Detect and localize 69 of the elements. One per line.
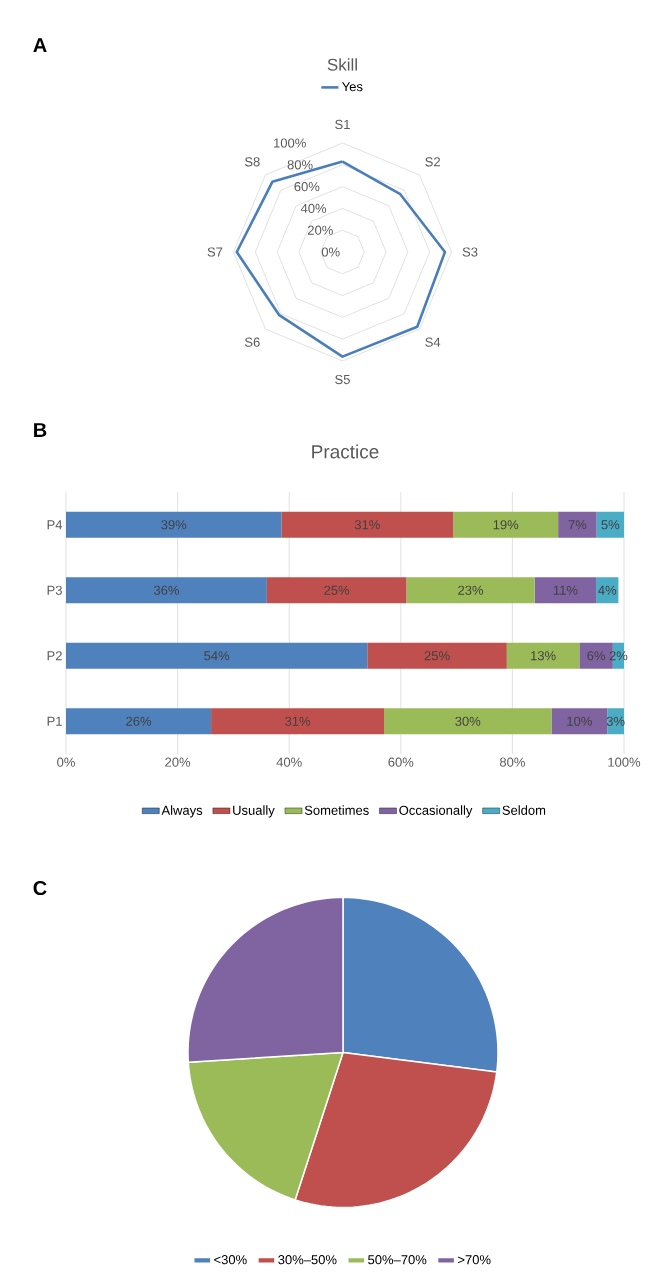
bar <box>506 642 580 669</box>
bar <box>66 708 212 735</box>
data-label: 6% <box>587 651 606 661</box>
data-label: 13% <box>531 651 556 661</box>
data-label: 25% <box>424 651 450 661</box>
data-label: 7% <box>568 520 587 530</box>
legend-label: 50%–70% <box>368 1255 427 1265</box>
legend-label: Seldom <box>502 805 546 815</box>
data-label: 36% <box>153 585 179 595</box>
x-tick-label: 80% <box>499 757 525 767</box>
bar <box>551 708 608 735</box>
data-label: 4% <box>598 585 617 595</box>
y-tick-label: 40% <box>300 203 327 213</box>
bar <box>596 577 619 604</box>
chart-title: Skill <box>327 58 357 71</box>
y-tick-label: P2 <box>47 651 62 661</box>
text: A <box>33 38 47 52</box>
x-tick-label: 20% <box>165 757 191 767</box>
bar <box>66 511 282 538</box>
data-label: 5% <box>601 520 620 530</box>
legend-label: Sometimes <box>304 805 369 815</box>
x-tick-label: 0% <box>57 757 75 767</box>
x-tick-label: 100% <box>608 757 641 767</box>
data-label: 25% <box>324 585 350 595</box>
y-tick-label: P3 <box>47 585 62 595</box>
data-label: 19% <box>493 520 519 530</box>
data-label: 31% <box>285 716 311 726</box>
y-tick-label: P4 <box>47 520 63 530</box>
text: B <box>34 423 47 437</box>
spoke-label: S2 <box>425 157 440 167</box>
bar <box>281 511 454 538</box>
legend-label: 30%–50% <box>278 1255 337 1265</box>
legend-label: >70% <box>458 1255 491 1265</box>
bar <box>367 642 507 669</box>
legend-label: <30% <box>214 1255 247 1265</box>
bar <box>534 577 597 604</box>
bar <box>211 708 385 735</box>
chart-title: Practice <box>312 444 379 459</box>
x-tick-label: 60% <box>388 757 414 767</box>
legend-label: Occasionally <box>399 805 473 818</box>
spoke-label: S6 <box>244 337 260 347</box>
bar <box>406 577 535 604</box>
spoke-label: S1 <box>335 119 350 130</box>
spoke-label: S3 <box>462 247 478 257</box>
data-label: 23% <box>458 585 484 595</box>
text: C <box>33 880 47 896</box>
x-tick-label: 40% <box>276 757 302 767</box>
bar <box>558 511 597 538</box>
data-label: 26% <box>126 716 152 726</box>
bar <box>266 577 407 604</box>
data-label: 39% <box>161 520 187 530</box>
data-label: 11% <box>553 585 578 595</box>
legend-label: Yes <box>342 82 363 92</box>
spoke-label: S8 <box>244 157 260 167</box>
bar <box>384 708 552 735</box>
bar <box>66 577 267 604</box>
spoke-label: S4 <box>425 337 441 347</box>
legend-label: Always <box>161 805 203 818</box>
spoke-label: S5 <box>335 374 350 385</box>
spoke-label: S7 <box>207 247 223 257</box>
bar <box>596 511 624 538</box>
y-tick-label: P1 <box>47 716 62 726</box>
bar <box>453 511 559 538</box>
legend-label: Usually <box>233 805 275 818</box>
data-label: 30% <box>455 716 481 726</box>
data-label: 31% <box>354 520 380 530</box>
bar <box>66 642 368 669</box>
data-label: 54% <box>204 651 230 661</box>
data-label: 10% <box>567 716 592 726</box>
